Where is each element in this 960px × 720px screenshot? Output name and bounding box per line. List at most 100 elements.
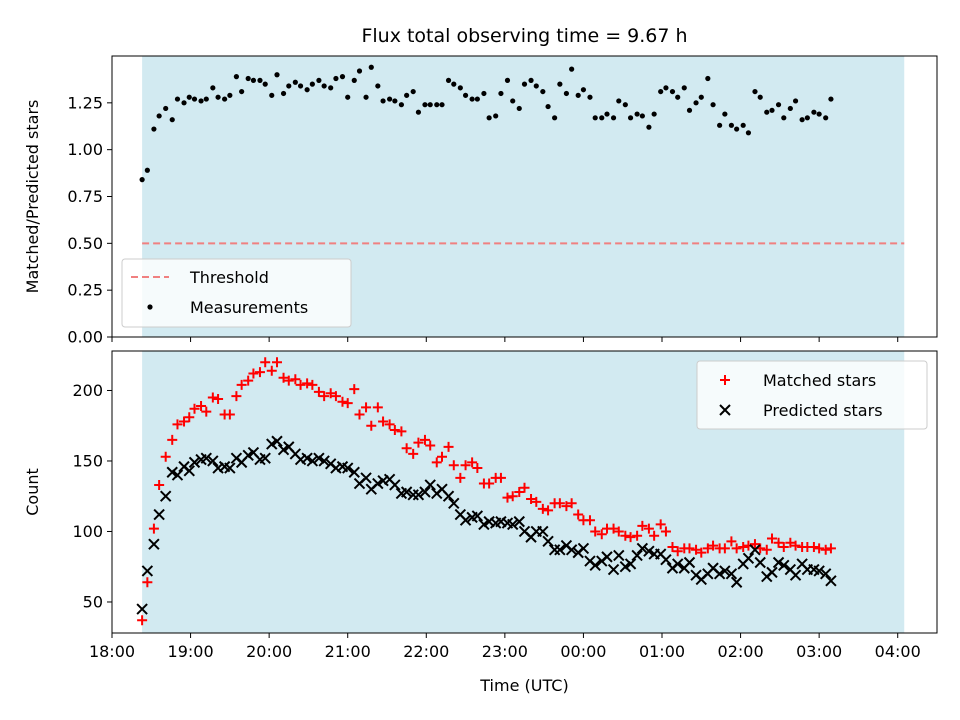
- data-point: [820, 544, 831, 555]
- y-axis-label: Count: [23, 468, 42, 516]
- data-point: [351, 77, 357, 83]
- data-point: [632, 530, 643, 541]
- data-point: [745, 130, 752, 136]
- data-point: [696, 547, 707, 558]
- data-point: [698, 94, 704, 100]
- data-point: [693, 100, 699, 106]
- data-point: [589, 559, 601, 572]
- x-tick-label: 19:00: [168, 642, 214, 661]
- data-point: [655, 519, 666, 530]
- data-point: [672, 546, 683, 557]
- data-point: [407, 489, 419, 501]
- ratio-panel: 0.00 0.25 0.50 0.75 1.00 1.25 Flux total obse…: [23, 25, 938, 347]
- y-tick-label: 0.50: [67, 234, 103, 253]
- y-tick-label: 200: [72, 381, 103, 400]
- data-point: [231, 391, 242, 402]
- legend-measurements-label: Measurements: [190, 298, 308, 317]
- data-point: [790, 540, 801, 551]
- data-point: [742, 552, 755, 564]
- data-point: [160, 451, 171, 462]
- data-point: [245, 75, 251, 82]
- data-point: [254, 367, 265, 378]
- data-point: [183, 465, 195, 477]
- data-point: [486, 115, 492, 121]
- data-point: [548, 544, 561, 556]
- data-point: [728, 122, 735, 128]
- data-point: [731, 543, 742, 554]
- data-point: [437, 451, 447, 462]
- data-point: [163, 105, 169, 112]
- data-point: [636, 542, 649, 555]
- data-point: [222, 96, 228, 102]
- data-point: [137, 615, 148, 626]
- data-point: [333, 75, 339, 82]
- data-point: [620, 530, 631, 541]
- data-point: [141, 565, 154, 577]
- data-point: [186, 94, 192, 100]
- data-point: [639, 113, 645, 119]
- data-point: [172, 419, 183, 430]
- data-point: [507, 518, 519, 531]
- data-point: [669, 88, 676, 95]
- data-point: [260, 357, 271, 368]
- data-point: [201, 406, 212, 417]
- data-point: [587, 94, 593, 100]
- data-point: [389, 424, 400, 435]
- data-point: [543, 505, 554, 516]
- data-point: [643, 523, 654, 534]
- data-point: [215, 94, 221, 100]
- data-point: [339, 74, 346, 80]
- data-point: [557, 81, 563, 87]
- data-point: [563, 90, 570, 97]
- data-point: [767, 533, 777, 544]
- data-point: [210, 85, 216, 91]
- data-point: [474, 96, 480, 102]
- data-point: [319, 391, 330, 402]
- data-point: [705, 75, 711, 82]
- data-point: [516, 105, 522, 112]
- data-point: [313, 386, 324, 397]
- data-point: [448, 497, 460, 509]
- y-ticks: 0.00 0.25 0.50 0.75 1.00 1.25: [67, 93, 112, 347]
- data-point: [445, 77, 452, 83]
- data-point: [363, 94, 369, 100]
- data-point: [325, 388, 336, 399]
- chart-title: Flux total observing time = 9.67 h: [361, 25, 687, 47]
- axes-frame: [111, 350, 938, 634]
- x-tick-label: 20:00: [246, 642, 292, 661]
- data-point: [761, 544, 772, 555]
- data-point: [342, 462, 354, 474]
- data-point: [472, 463, 483, 474]
- data-point: [554, 544, 566, 556]
- data-point: [321, 83, 327, 89]
- data-point: [752, 88, 758, 95]
- data-point: [272, 357, 282, 368]
- data-point: [734, 126, 740, 132]
- data-point: [419, 434, 430, 445]
- data-point: [248, 368, 259, 379]
- data-point: [533, 83, 539, 89]
- data-point: [631, 549, 643, 562]
- data-point: [667, 541, 678, 552]
- data-point: [427, 102, 433, 108]
- y-tick-label: 1.25: [67, 93, 103, 112]
- legend-swatch: [719, 404, 731, 416]
- x-tick-label: 22:00: [403, 642, 449, 661]
- data-point: [410, 88, 416, 95]
- legend-label: Predicted stars: [763, 401, 883, 420]
- data-point: [813, 565, 825, 577]
- data-point: [561, 501, 572, 512]
- data-point: [148, 523, 159, 534]
- data-point: [396, 426, 407, 437]
- y-tick-label: 100: [72, 522, 103, 541]
- data-point: [507, 491, 518, 502]
- data-point: [174, 96, 181, 102]
- data-point: [243, 375, 254, 386]
- data-point: [213, 393, 224, 404]
- data-point: [392, 98, 398, 104]
- data-point: [599, 115, 605, 121]
- data-point: [337, 396, 348, 407]
- data-point: [592, 115, 598, 121]
- data-point: [514, 487, 525, 497]
- data-point: [502, 492, 513, 503]
